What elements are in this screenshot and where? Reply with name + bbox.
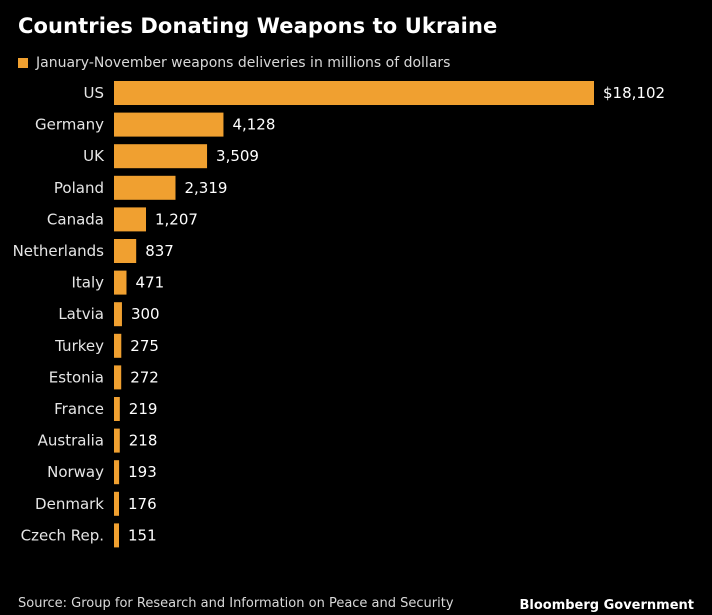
bar	[114, 112, 224, 137]
bar	[114, 270, 127, 295]
bar	[114, 365, 122, 390]
source-note: Source: Group for Research and Informati…	[18, 596, 454, 611]
category-label: France	[54, 400, 104, 418]
category-label: Australia	[38, 432, 104, 450]
legend: January-November weapons deliveries in m…	[18, 55, 450, 71]
value-label: 176	[128, 495, 157, 513]
bar	[114, 460, 120, 485]
category-label: Estonia	[49, 368, 104, 386]
bar	[114, 239, 137, 263]
category-label: Turkey	[54, 337, 104, 355]
value-label: 837	[145, 242, 174, 260]
bar	[114, 428, 120, 453]
bar	[114, 144, 208, 169]
bar	[114, 397, 120, 421]
bar	[114, 333, 122, 358]
value-label: 1,207	[155, 210, 198, 228]
category-label: Czech Rep.	[21, 526, 104, 544]
value-label: 2,319	[184, 179, 227, 197]
value-label: 193	[128, 463, 157, 481]
brand-logo: Bloomberg Government	[519, 598, 694, 613]
legend-swatch	[18, 58, 28, 68]
bar	[114, 302, 122, 327]
value-label: 4,128	[232, 116, 275, 134]
value-label: 3,509	[216, 147, 259, 165]
bar	[114, 175, 176, 200]
category-label: Latvia	[58, 305, 104, 323]
category-label: Italy	[71, 274, 104, 292]
value-label: 218	[129, 432, 158, 450]
category-label: Denmark	[35, 495, 104, 513]
legend-label: January-November weapons deliveries in m…	[36, 55, 451, 71]
value-label: 471	[135, 274, 164, 292]
category-label: Germany	[35, 116, 104, 134]
value-label: 300	[131, 305, 160, 323]
category-label: Canada	[47, 210, 104, 228]
value-label: 272	[130, 368, 159, 386]
bar	[114, 207, 147, 232]
value-label: 275	[130, 337, 159, 355]
value-label: 219	[129, 400, 158, 418]
category-label: Norway	[47, 463, 104, 481]
category-label: US	[83, 84, 104, 102]
category-label: Netherlands	[13, 242, 105, 260]
bar	[114, 81, 594, 105]
value-label: 151	[128, 526, 157, 544]
chart-title: Countries Donating Weapons to Ukraine	[18, 14, 498, 38]
bar-chart: US $18,102 Germany 4,128 UK 3,509 Poland 2,319 C…	[13, 81, 665, 548]
category-label: UK	[83, 147, 105, 165]
category-label: Poland	[54, 179, 104, 197]
value-label: $18,102	[603, 84, 665, 102]
bar	[114, 491, 119, 516]
bar	[114, 523, 119, 548]
